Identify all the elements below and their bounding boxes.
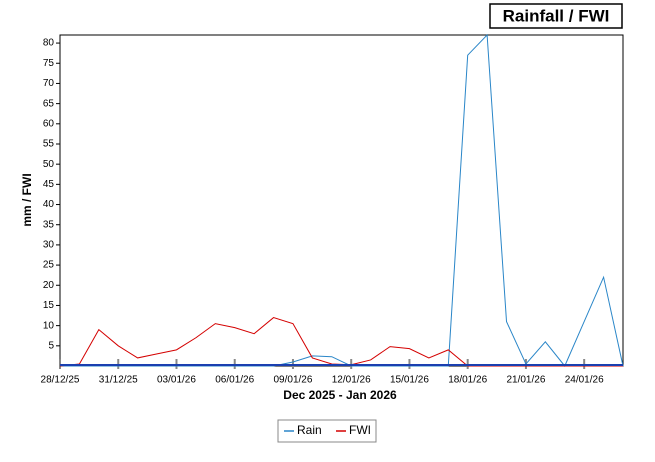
x-tick-label: 31/12/25: [99, 375, 138, 386]
chart-title: Rainfall / FWI: [503, 6, 610, 25]
x-tick-label: 24/01/26: [565, 375, 604, 386]
series-line: [60, 33, 624, 367]
y-tick-label: 35: [43, 219, 55, 230]
x-tick-label: 06/01/26: [215, 375, 254, 386]
y-tick-label: 40: [43, 199, 55, 210]
x-tick-label: 18/01/26: [448, 375, 487, 386]
x-tick-label: 03/01/26: [157, 375, 196, 386]
y-tick-label: 20: [43, 280, 55, 291]
y-tick-label: 25: [43, 260, 55, 271]
y-tick-label: 75: [43, 58, 55, 69]
y-tick-label: 45: [43, 179, 55, 190]
plot-frame: [59, 34, 624, 367]
x-tick-label: 09/01/26: [273, 375, 312, 386]
y-tick-label: 30: [43, 240, 55, 251]
series-line: [59, 317, 623, 367]
x-axis-label: Dec 2025 - Jan 2026: [283, 388, 397, 402]
x-tick-label: 12/01/26: [332, 375, 371, 386]
y-tick-label: 80: [43, 38, 55, 49]
y-tick-label: 65: [43, 98, 55, 109]
y-tick-label: 60: [43, 118, 55, 129]
y-tick-label: 15: [43, 300, 55, 311]
x-tick-label: 15/01/26: [390, 375, 429, 386]
y-tick-label: 55: [43, 139, 55, 150]
y-axis-label: mm / FWI: [20, 173, 34, 226]
y-tick-label: 10: [43, 320, 55, 331]
legend-label: Rain: [297, 423, 322, 437]
x-tick-label: 28/12/25: [41, 375, 80, 386]
legend-label: FWI: [349, 423, 371, 437]
y-tick-label: 50: [43, 159, 55, 170]
legend-box: [277, 419, 377, 443]
y-tick-label: 70: [43, 78, 55, 89]
y-tick-label: 5: [48, 340, 54, 351]
x-tick-label: 21/01/26: [506, 375, 545, 386]
title-box: [489, 3, 623, 29]
